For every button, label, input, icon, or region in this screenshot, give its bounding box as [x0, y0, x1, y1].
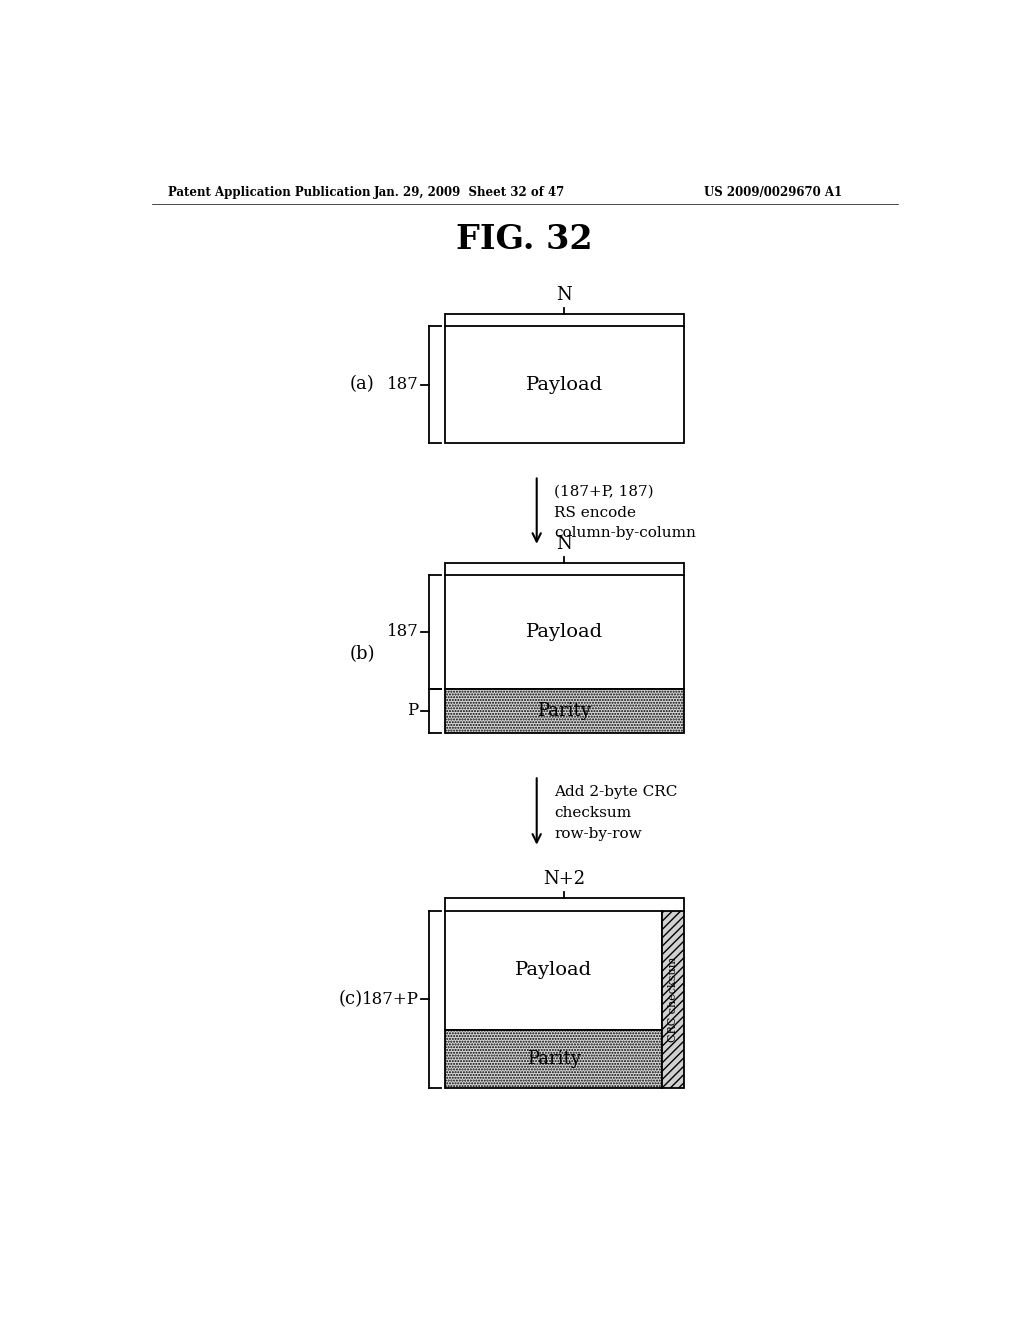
Text: (187+P, 187)
RS encode
column-by-column: (187+P, 187) RS encode column-by-column [554, 484, 696, 540]
Text: 187: 187 [387, 376, 419, 393]
Text: N: N [557, 285, 572, 304]
Text: Jan. 29, 2009  Sheet 32 of 47: Jan. 29, 2009 Sheet 32 of 47 [374, 186, 565, 199]
Bar [445, 911, 663, 1030]
Text: P: P [408, 702, 419, 719]
Text: Parity: Parity [538, 702, 592, 719]
Text: (a): (a) [350, 376, 375, 393]
Text: (b): (b) [349, 645, 375, 663]
Text: N+2: N+2 [544, 870, 586, 888]
Text: 187+P: 187+P [361, 991, 419, 1008]
Text: 187: 187 [387, 623, 419, 640]
Text: CRC checksum: CRC checksum [668, 957, 678, 1043]
Bar [445, 1030, 663, 1089]
Text: Payload: Payload [526, 623, 603, 640]
Text: (c): (c) [338, 990, 362, 1008]
Text: Payload: Payload [515, 961, 592, 979]
Text: Payload: Payload [526, 376, 603, 393]
Text: Patent Application Publication: Patent Application Publication [168, 186, 371, 199]
Bar [663, 911, 684, 1089]
Text: FIG. 32: FIG. 32 [457, 223, 593, 256]
Text: N: N [557, 535, 572, 553]
Bar [445, 576, 684, 689]
Text: Parity: Parity [526, 1049, 581, 1068]
Bar [445, 326, 684, 444]
Bar [445, 689, 684, 733]
Text: US 2009/0029670 A1: US 2009/0029670 A1 [705, 186, 842, 199]
Text: Add 2-byte CRC
checksum
row-by-row: Add 2-byte CRC checksum row-by-row [554, 785, 678, 841]
